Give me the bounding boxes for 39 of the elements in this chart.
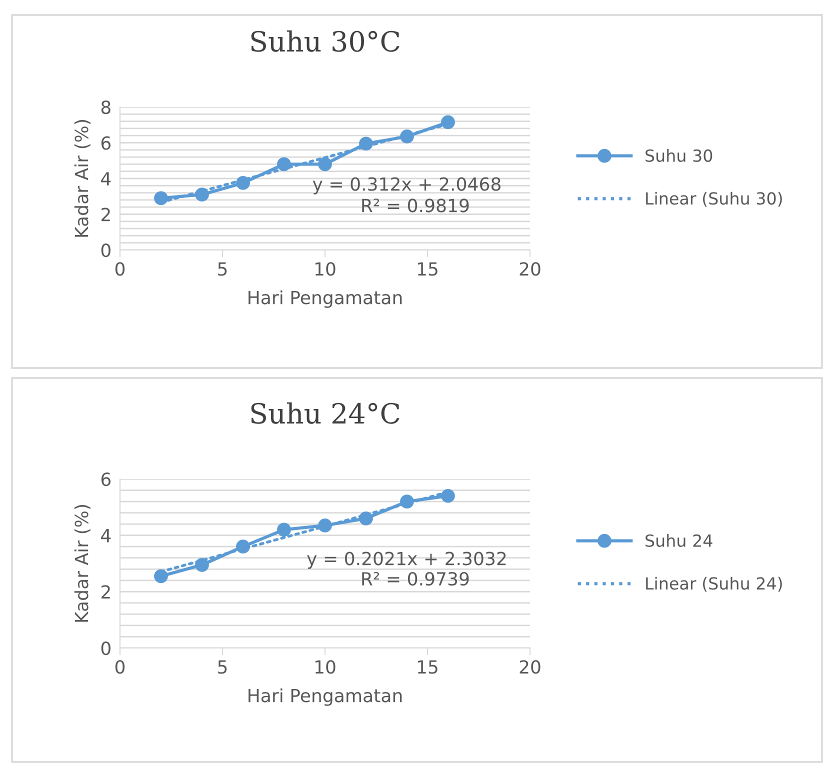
annotation: R² = 0.9819 xyxy=(362,198,469,212)
annotation: y = 0.312x + 2.0468 xyxy=(312,177,500,194)
x-tick-label: 20 xyxy=(520,262,540,276)
x-tick-label: 5 xyxy=(218,262,227,276)
y-tick-label: 0 xyxy=(101,243,110,258)
chart-title: Suhu 30°C xyxy=(251,30,400,52)
y-tick-label: 6 xyxy=(101,472,111,486)
point xyxy=(441,488,455,503)
point xyxy=(318,157,332,172)
y-tick-label: 4 xyxy=(101,172,111,186)
y-tick-label: 4 xyxy=(101,529,111,542)
annotation: y = 0.2021x + 2.3032 xyxy=(307,552,506,569)
legend-label: Suhu 30 xyxy=(646,149,712,162)
chart-title: Suhu 24°C xyxy=(251,402,400,424)
point xyxy=(154,191,168,206)
x-tick-label: 10 xyxy=(315,262,336,276)
x-tick-label: 15 xyxy=(418,660,438,674)
y-axis-title: Kadar Air (%) xyxy=(74,120,90,237)
point xyxy=(441,115,455,130)
legend-label: Suhu 24 xyxy=(646,534,712,547)
x-tick-label: 10 xyxy=(315,660,336,674)
point xyxy=(277,522,291,537)
point xyxy=(154,569,168,584)
x-tick-label: 15 xyxy=(418,262,438,276)
y-axis-title: Kadar Air (%) xyxy=(74,505,90,622)
y-tick-label: 2 xyxy=(102,208,110,222)
y-tick-label: 0 xyxy=(101,641,110,656)
y-tick-label: 8 xyxy=(101,100,110,114)
x-tick-label: 20 xyxy=(520,660,540,674)
x-axis-title: Hari Pengamatan xyxy=(248,290,402,308)
x-tick-label: 0 xyxy=(115,660,125,674)
legend-label: Linear (Suhu 24) xyxy=(646,576,782,592)
x-tick-label: 5 xyxy=(218,660,227,674)
x-axis-title: Hari Pengamatan xyxy=(248,688,402,706)
annotation: R² = 0.9739 xyxy=(362,572,469,586)
legend-label: Linear (Suhu 30) xyxy=(646,192,782,207)
y-tick-label: 2 xyxy=(102,585,110,599)
x-tick-label: 0 xyxy=(115,262,125,276)
y-tick-label: 6 xyxy=(101,136,111,150)
